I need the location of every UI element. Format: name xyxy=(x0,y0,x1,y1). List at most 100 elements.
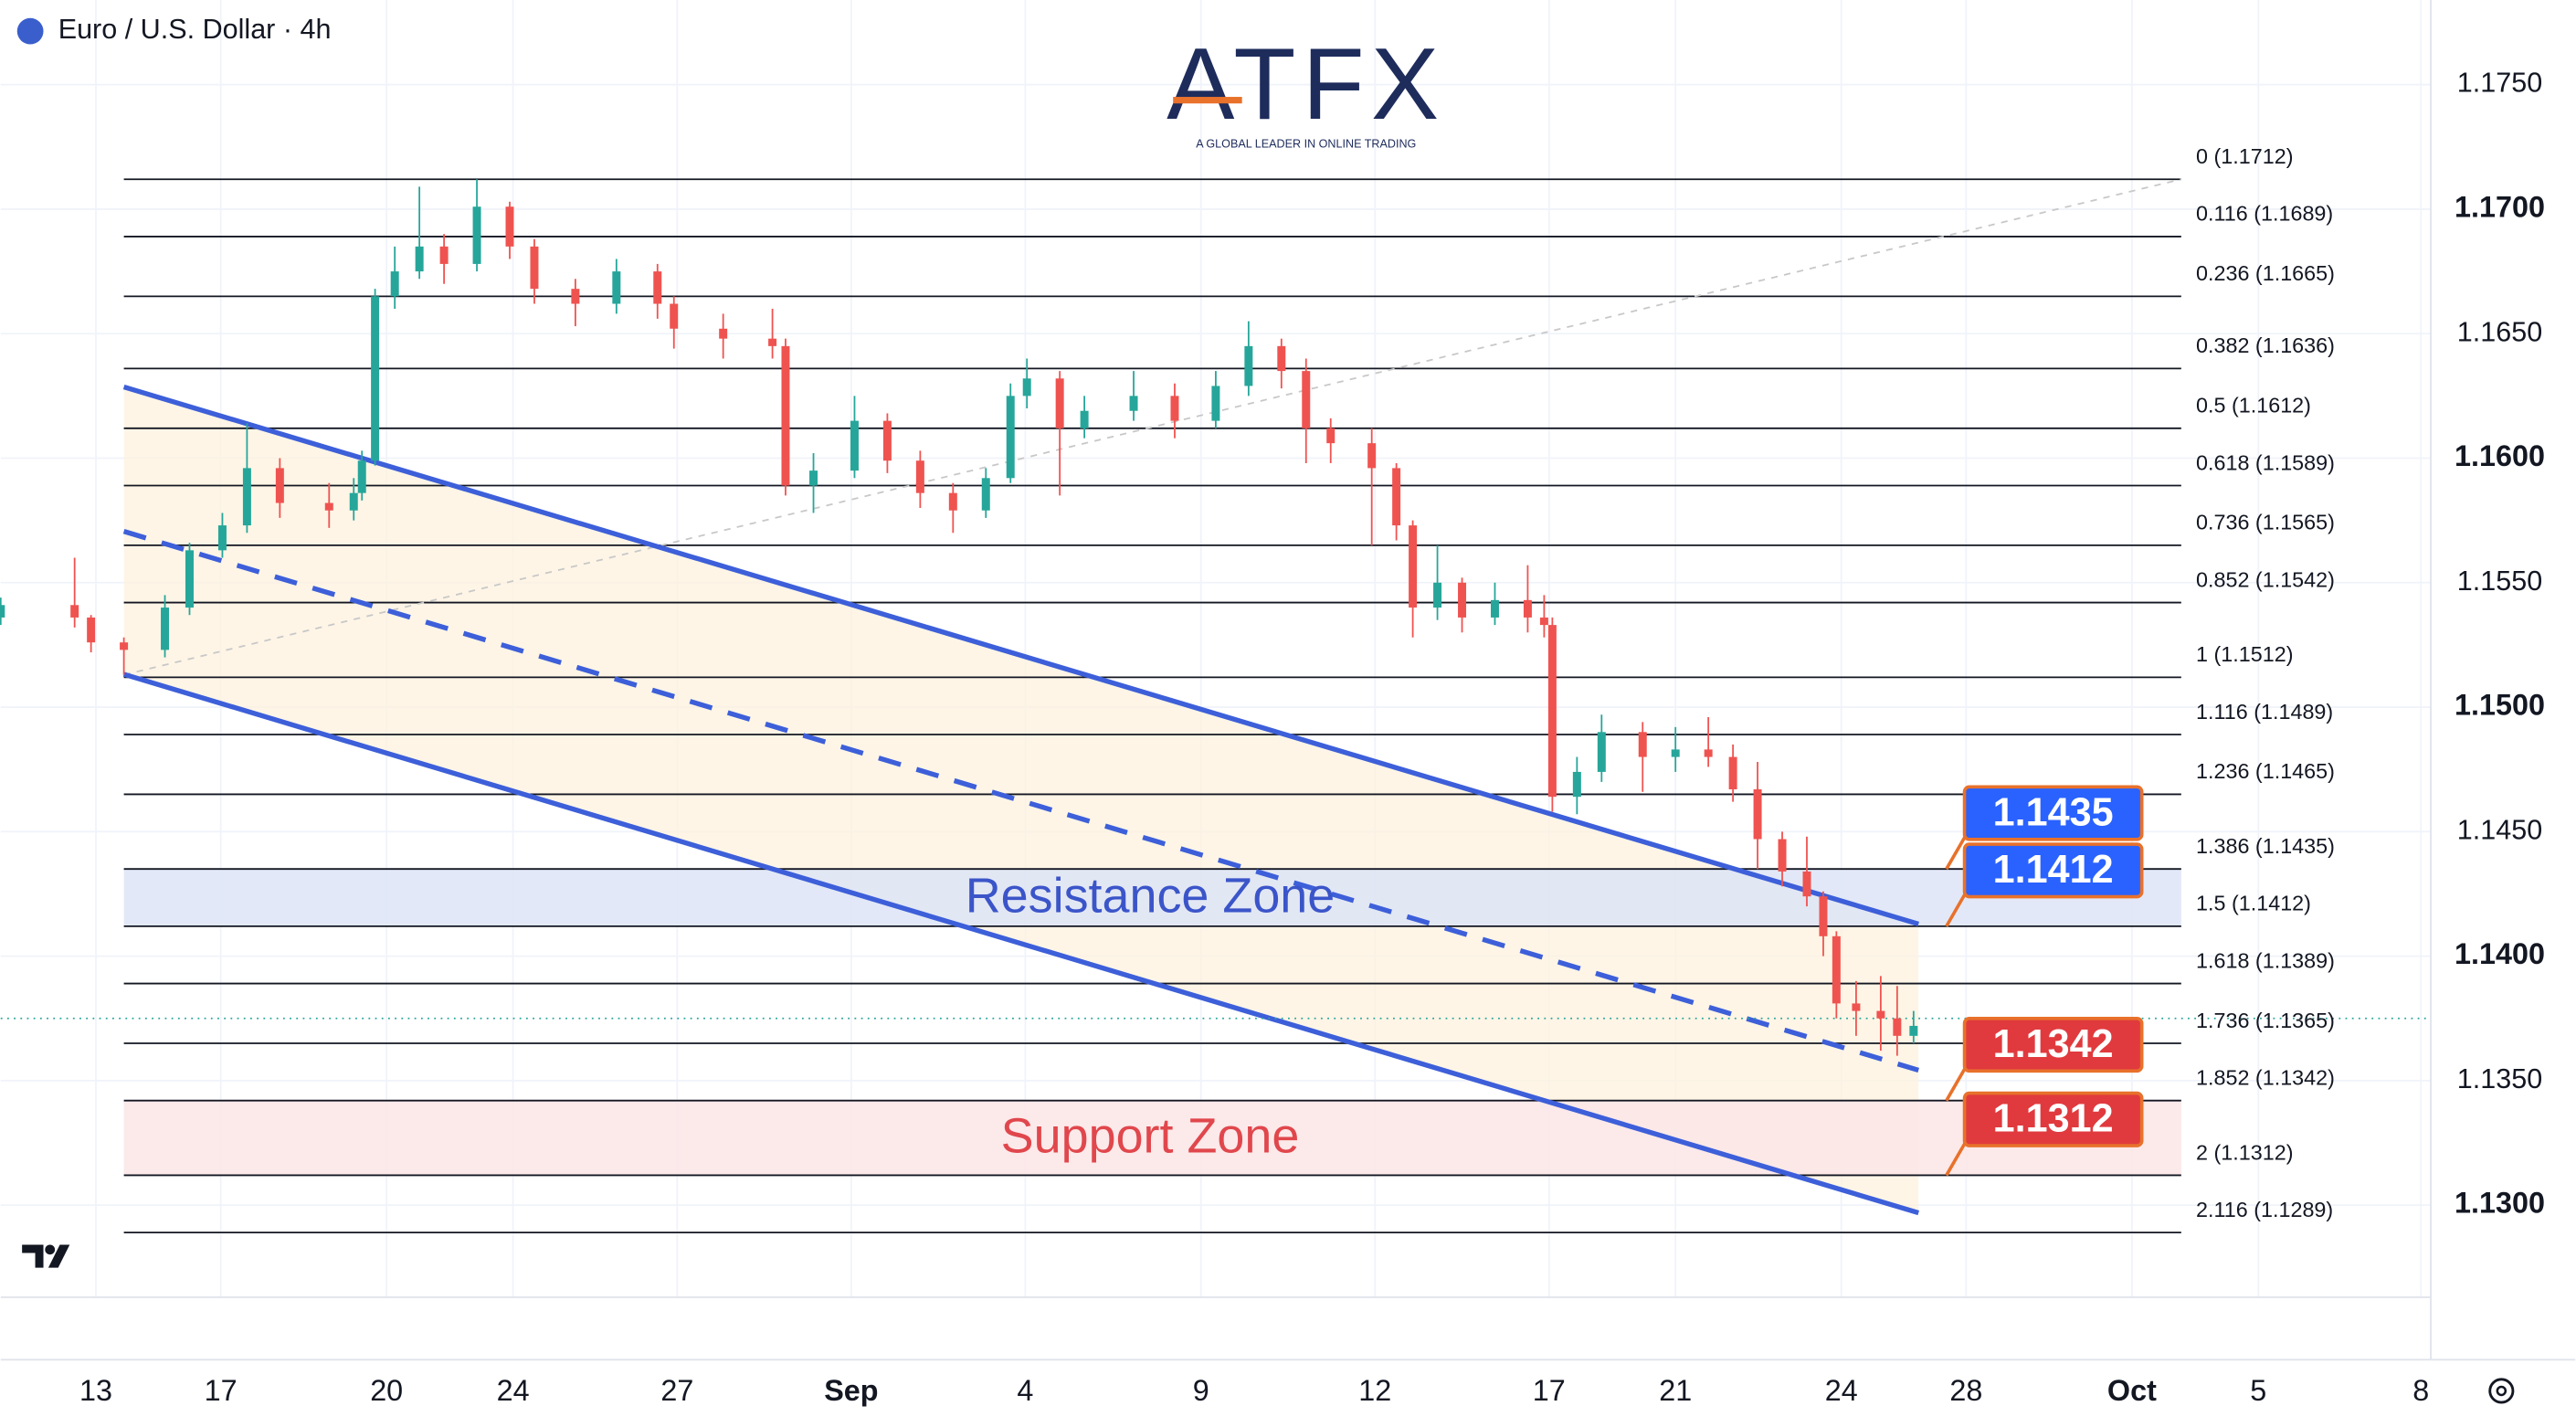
fib-label: 2.116 (1.1289) xyxy=(2196,1198,2333,1221)
drawings-layer xyxy=(0,178,2432,1234)
fib-label: 1.736 (1.1365) xyxy=(2196,1009,2335,1032)
candle-body xyxy=(357,460,366,493)
candle-body xyxy=(530,246,539,290)
channel-lower xyxy=(122,671,1920,1216)
candle-body xyxy=(161,608,170,650)
fib-label: 0.618 (1.1589) xyxy=(2196,450,2335,474)
zone xyxy=(123,1100,2181,1176)
price-tag xyxy=(1962,785,2144,841)
candle-body xyxy=(1211,386,1220,421)
candle-body xyxy=(1909,1025,1918,1036)
x-tick-label: 17 xyxy=(205,1374,238,1407)
fib-label: 1 (1.1512) xyxy=(2196,642,2294,666)
y-tick-label: 1.1500 xyxy=(2455,689,2545,722)
candle-body xyxy=(1433,582,1442,608)
candle-body xyxy=(948,492,957,511)
tradingview-logo xyxy=(22,1244,70,1268)
y-tick-label: 1.1700 xyxy=(2455,190,2545,223)
candle-body xyxy=(70,605,79,618)
x-tick-label: 27 xyxy=(660,1374,693,1407)
price-tag xyxy=(1962,842,2144,899)
candle-body xyxy=(1597,732,1606,772)
candle-body xyxy=(1638,732,1647,757)
candle-body xyxy=(612,271,621,304)
fib-label: 0.236 (1.1665) xyxy=(2196,261,2335,285)
price-tag-label: 1.1435 xyxy=(1993,790,2114,834)
candle-body xyxy=(1523,599,1532,618)
candle-body xyxy=(1539,617,1548,626)
price-tag xyxy=(1962,1091,2144,1147)
candle-body xyxy=(242,468,251,526)
y-tick-label: 1.1350 xyxy=(2457,1063,2542,1094)
y-tick-label: 1.1750 xyxy=(2457,68,2542,99)
logo-tagline: A GLOBAL LEADER IN ONLINE TRADING xyxy=(1196,138,1416,151)
symbol-title[interactable]: Euro / U.S. Dollar · 4h xyxy=(58,14,332,45)
fib-label: 1.386 (1.1435) xyxy=(2196,834,2335,858)
x-tick-label: 21 xyxy=(1659,1374,1692,1407)
y-tick-label: 1.1650 xyxy=(2457,316,2542,347)
fib-label: 0.852 (1.1542) xyxy=(2196,567,2335,591)
fib-label: 0.116 (1.1689) xyxy=(2196,202,2333,226)
candle-body xyxy=(1671,749,1680,757)
candle-body xyxy=(882,420,892,461)
candle-body xyxy=(1392,468,1401,526)
fib-label: 1.116 (1.1489) xyxy=(2196,700,2333,724)
y-tick-label: 1.1300 xyxy=(2455,1187,2545,1220)
candle-body xyxy=(415,246,424,272)
logo-text: ATFX xyxy=(1167,26,1445,141)
candle-body xyxy=(1367,443,1377,469)
candle-body xyxy=(1753,788,1762,840)
candle-body xyxy=(1277,345,1286,372)
tv-logo-part xyxy=(22,1244,44,1268)
y-tick-label: 1.1400 xyxy=(2455,937,2545,970)
candle-body xyxy=(1819,896,1828,936)
candle-body xyxy=(1244,345,1253,386)
x-tick-label: 4 xyxy=(1017,1374,1033,1407)
candle-body xyxy=(1893,1018,1902,1036)
candle-body xyxy=(1326,428,1336,444)
candle-body xyxy=(0,605,5,618)
candle-body xyxy=(185,550,194,608)
candle-body xyxy=(1547,625,1557,798)
y-tick-label: 1.1450 xyxy=(2457,814,2542,845)
symbol-icon xyxy=(16,17,44,45)
candle-body xyxy=(1458,582,1467,618)
logo-accent xyxy=(1173,97,1242,104)
zone-label: Resistance Zone xyxy=(966,869,1336,924)
fib-label: 0.5 (1.1612) xyxy=(2196,394,2311,418)
candle-body xyxy=(87,617,96,643)
x-tick-label: 5 xyxy=(2250,1374,2266,1407)
candle-body xyxy=(1572,771,1581,798)
candle-body xyxy=(1409,525,1418,608)
candle-body xyxy=(439,246,449,264)
x-tick-label: 28 xyxy=(1949,1374,1982,1407)
x-tick-label: 20 xyxy=(370,1374,403,1407)
candle-body xyxy=(324,502,333,511)
candle-body xyxy=(120,642,129,650)
tv-logo-part xyxy=(45,1244,56,1255)
settings-button[interactable] xyxy=(2488,1378,2515,1404)
candle-body xyxy=(1802,871,1811,897)
candle-body xyxy=(390,271,399,297)
candle-body xyxy=(809,470,818,486)
candle-body xyxy=(653,271,662,304)
candle-body xyxy=(1055,378,1064,428)
candles-layer xyxy=(0,179,1918,1056)
price-tag-label: 1.1312 xyxy=(1993,1097,2114,1141)
candle-body xyxy=(981,478,990,511)
candle-body xyxy=(719,328,728,339)
x-tick-label: 17 xyxy=(1533,1374,1566,1407)
x-tick-label: 24 xyxy=(497,1374,530,1407)
candle-body xyxy=(670,303,679,329)
candle-body xyxy=(1852,1003,1861,1011)
candle-body xyxy=(217,525,227,551)
fib-label: 1.618 (1.1389) xyxy=(2196,948,2335,972)
price-tag xyxy=(1962,1017,2144,1073)
gear-icon[interactable] xyxy=(2488,1378,2515,1404)
fib-label: 1.852 (1.1342) xyxy=(2196,1065,2335,1089)
x-tick-label: Sep xyxy=(824,1374,878,1407)
fib-label: 0 (1.1712) xyxy=(2196,144,2294,168)
gear-center[interactable] xyxy=(2496,1385,2507,1397)
x-tick-label: 13 xyxy=(79,1374,112,1407)
y-tick-label: 1.1550 xyxy=(2457,566,2542,597)
